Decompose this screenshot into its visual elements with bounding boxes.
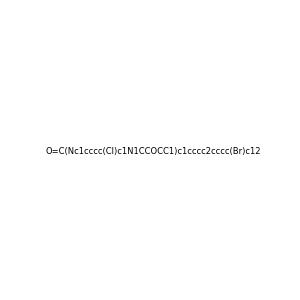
Text: O=C(Nc1cccc(Cl)c1N1CCOCC1)c1cccc2cccc(Br)c12: O=C(Nc1cccc(Cl)c1N1CCOCC1)c1cccc2cccc(Br… <box>46 147 262 156</box>
